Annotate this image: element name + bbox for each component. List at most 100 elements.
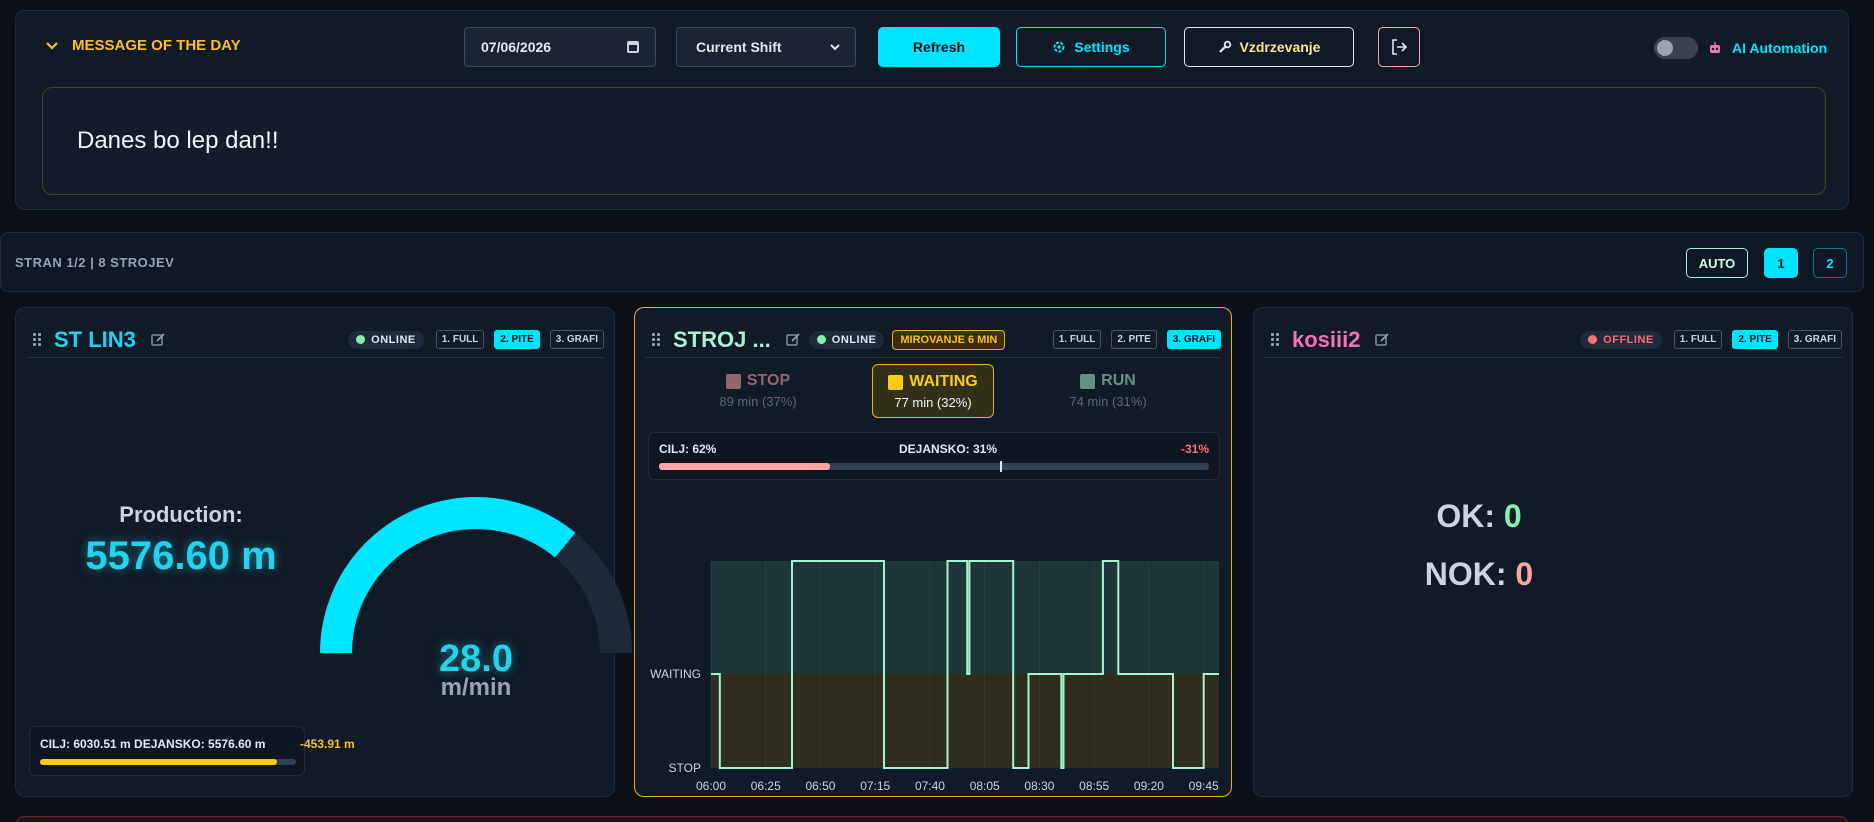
difference-label: -31%	[1180, 442, 1209, 456]
y-tick-label: WAITING	[650, 667, 701, 681]
speed-value: 28.0	[439, 638, 513, 680]
ai-automation-toggle[interactable]	[1654, 37, 1698, 59]
card-header: ST LIN3 ONLINE 1. FULL 2. PITE 3. GRAFI	[26, 322, 604, 358]
nok-value: 0	[1515, 556, 1534, 592]
page-info: STRAN 1/2 | 8 STROJEV	[15, 255, 175, 270]
target-label: CILJ: 62%	[659, 442, 717, 456]
target-text: CILJ: 6030.51 m DEJANSKO: 5576.60 m	[40, 737, 266, 751]
shift-select[interactable]: Current Shift	[676, 27, 856, 67]
edit-icon[interactable]	[1374, 332, 1390, 348]
mode-full-button[interactable]: 1. FULL	[1052, 330, 1102, 349]
status-dot	[356, 335, 366, 344]
logout-button[interactable]	[1378, 27, 1420, 67]
speed-unit: m/min	[440, 674, 512, 701]
ok-label: OK:	[1436, 498, 1504, 534]
edit-icon[interactable]	[785, 332, 801, 348]
y-tick-label: STOP	[669, 761, 701, 775]
machine-card: STROJ ... ONLINE MIROVANJE 6 MIN 1. FULL…	[634, 307, 1232, 797]
target-progress-track	[659, 461, 1209, 472]
maintenance-button[interactable]: Vzdrzevanje	[1184, 27, 1354, 67]
target-comparison: CILJ: 62% DEJANSKO: 31% -31%	[648, 432, 1220, 480]
machine-card: ST LIN3 ONLINE 1. FULL 2. PITE 3. GRAFI …	[15, 307, 632, 797]
state-run-label: RUN	[1101, 372, 1136, 389]
card-header: STROJ ... ONLINE MIROVANJE 6 MIN 1. FULL…	[645, 322, 1221, 358]
drag-handle-icon[interactable]	[32, 331, 42, 348]
production-label: Production:	[119, 502, 243, 527]
mode-pite-button[interactable]: 2. PITE	[494, 330, 540, 349]
logout-icon	[1392, 39, 1408, 55]
production-value: 5576.60 m	[85, 534, 277, 578]
shift-value: Current Shift	[696, 39, 782, 55]
robot-icon	[1710, 42, 1720, 53]
motd-label: MESSAGE OF THE DAY	[72, 37, 241, 54]
page-2-button[interactable]: 2	[1813, 248, 1847, 278]
maintenance-label: Vzdrzevanje	[1239, 39, 1321, 55]
state-run-duration: 74 min (31%)	[1069, 394, 1147, 409]
state-stop-duration: 89 min (37%)	[719, 394, 797, 409]
refresh-button[interactable]: Refresh	[878, 27, 1000, 67]
gauge-fill	[320, 497, 576, 654]
pagination-bar: STRAN 1/2 | 8 STROJEV AUTO 1 2	[0, 232, 1864, 292]
date-input[interactable]: 07/06/2026	[464, 27, 656, 67]
ai-automation-label: AI Automation	[1732, 40, 1828, 56]
page-1-button[interactable]: 1	[1764, 248, 1798, 278]
target-progress-fill	[40, 759, 277, 765]
state-series-line	[711, 560, 1219, 769]
status-text: OFFLINE	[1603, 333, 1654, 346]
x-tick-label: 08:30	[1024, 779, 1054, 793]
status-dot	[816, 335, 826, 344]
x-tick-label: 08:05	[970, 779, 1000, 793]
motd-text: Danes bo lep dan!!	[77, 127, 279, 154]
target-box: CILJ: 6030.51 m DEJANSKO: 5576.60 m -453…	[29, 726, 355, 776]
ok-value: 0	[1503, 498, 1522, 534]
motd-toggle[interactable]: MESSAGE OF THE DAY	[44, 37, 241, 54]
status-dot	[1588, 335, 1598, 344]
actual-label: DEJANSKO: 31%	[899, 442, 998, 456]
settings-label: Settings	[1074, 39, 1130, 55]
refresh-label: Refresh	[912, 39, 966, 55]
status-badge: ONLINE	[348, 330, 424, 349]
status-text: ONLINE	[831, 333, 877, 346]
ai-automation: AI Automation	[1654, 37, 1827, 59]
mode-full-button[interactable]: 1. FULL	[1673, 330, 1723, 349]
x-tick-label: 08:55	[1079, 779, 1109, 793]
state-waiting-duration: 77 min (32%)	[894, 395, 972, 410]
machine-card: kosiii2 OFFLINE 1. FULL 2. PITE 3. GRAFI…	[1253, 307, 1853, 797]
mode-pite-button[interactable]: 2. PITE	[1111, 330, 1157, 349]
state-waiting: WAITING 77 min (32%)	[872, 364, 994, 418]
target-progress-track	[40, 759, 296, 765]
nok-count: NOK: 0	[1364, 556, 1594, 593]
mode-grafi-button[interactable]: 3. GRAFI	[1166, 330, 1221, 349]
speed-gauge	[320, 497, 632, 654]
wrench-icon	[1218, 40, 1231, 53]
idle-badge: MIROVANJE 6 MIN	[892, 329, 1006, 350]
x-tick-label: 09:20	[1134, 779, 1164, 793]
drag-handle-icon[interactable]	[651, 331, 661, 348]
waiting-zone	[711, 674, 1219, 768]
state-stop-label: STOP	[746, 372, 791, 389]
drag-handle-icon[interactable]	[1270, 331, 1280, 348]
mode-grafi-button[interactable]: 3. GRAFI	[1787, 330, 1842, 349]
x-tick-label: 09:45	[1189, 779, 1219, 793]
mode-grafi-button[interactable]: 3. GRAFI	[549, 330, 604, 349]
status-badge: ONLINE	[808, 330, 885, 349]
ok-count: OK: 0	[1364, 498, 1594, 535]
calendar-icon[interactable]	[627, 41, 639, 53]
chevron-down-icon	[830, 44, 840, 51]
waiting-swatch	[888, 374, 904, 390]
card-header: kosiii2 OFFLINE 1. FULL 2. PITE 3. GRAFI	[1264, 322, 1842, 358]
state-timeline-chart: 06:00 06:25 06:50 07:15 07:40 08:05 08:30 08:55…	[650, 560, 1219, 793]
x-tick-label: 07:40	[915, 779, 945, 793]
machine-name: ST LIN3	[54, 326, 136, 352]
mode-pite-button[interactable]: 2. PITE	[1732, 330, 1778, 349]
settings-button[interactable]: Settings	[1016, 27, 1166, 67]
mode-full-button[interactable]: 1. FULL	[435, 330, 485, 349]
run-swatch	[1080, 373, 1096, 389]
target-diff: -453.91 m	[300, 737, 355, 751]
next-card-edge	[15, 816, 1849, 822]
edit-icon[interactable]	[150, 332, 166, 348]
status-text: ONLINE	[371, 333, 416, 346]
gear-icon	[1053, 41, 1065, 53]
auto-page-button[interactable]: AUTO	[1686, 248, 1748, 278]
header-panel: MESSAGE OF THE DAY 07/06/2026 Current Sh…	[15, 10, 1849, 210]
